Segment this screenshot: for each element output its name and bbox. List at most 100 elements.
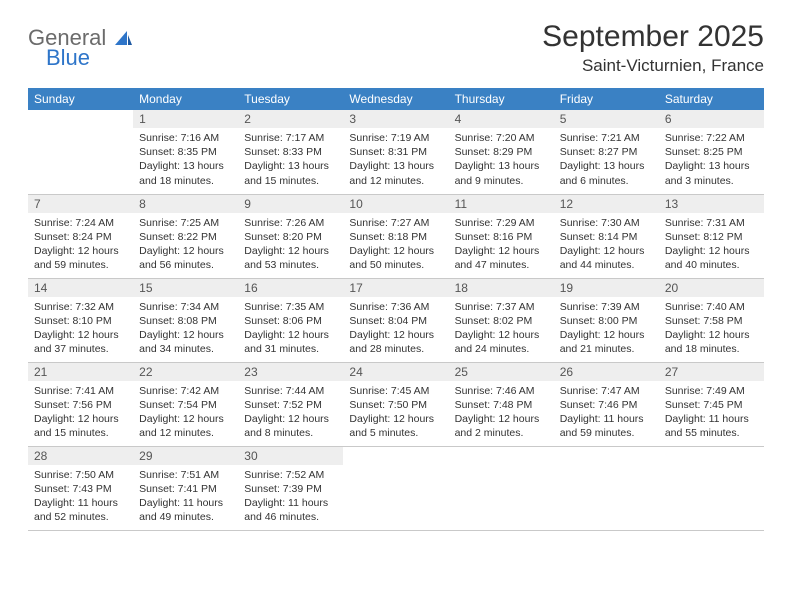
day-number: 6 [659, 110, 764, 128]
day-body: Sunrise: 7:32 AMSunset: 8:10 PMDaylight:… [28, 297, 133, 361]
weekday-row: SundayMondayTuesdayWednesdayThursdayFrid… [28, 88, 764, 110]
day-body: Sunrise: 7:37 AMSunset: 8:02 PMDaylight:… [449, 297, 554, 361]
weekday-header: Wednesday [343, 88, 448, 110]
calendar-cell: 20Sunrise: 7:40 AMSunset: 7:58 PMDayligh… [659, 278, 764, 362]
calendar-cell [659, 446, 764, 530]
day-body: Sunrise: 7:46 AMSunset: 7:48 PMDaylight:… [449, 381, 554, 445]
page-header: General Blue September 2025 Saint-Victur… [28, 20, 764, 76]
sunrise-text: Sunrise: 7:42 AM [139, 384, 232, 398]
sunrise-text: Sunrise: 7:24 AM [34, 216, 127, 230]
daylight-text: Daylight: 11 hours and 49 minutes. [139, 496, 232, 524]
day-number: 18 [449, 279, 554, 297]
day-number: 8 [133, 195, 238, 213]
location: Saint-Victurnien, France [542, 56, 764, 76]
sunset-text: Sunset: 8:08 PM [139, 314, 232, 328]
sunset-text: Sunset: 8:20 PM [244, 230, 337, 244]
sunset-text: Sunset: 8:10 PM [34, 314, 127, 328]
day-number: 13 [659, 195, 764, 213]
day-body: Sunrise: 7:20 AMSunset: 8:29 PMDaylight:… [449, 128, 554, 192]
calendar-cell: 5Sunrise: 7:21 AMSunset: 8:27 PMDaylight… [554, 110, 659, 194]
day-number: 22 [133, 363, 238, 381]
day-number: 10 [343, 195, 448, 213]
calendar-week-row: 7Sunrise: 7:24 AMSunset: 8:24 PMDaylight… [28, 194, 764, 278]
sunrise-text: Sunrise: 7:51 AM [139, 468, 232, 482]
sunrise-text: Sunrise: 7:31 AM [665, 216, 758, 230]
weekday-header: Sunday [28, 88, 133, 110]
calendar-cell: 30Sunrise: 7:52 AMSunset: 7:39 PMDayligh… [238, 446, 343, 530]
sunset-text: Sunset: 8:31 PM [349, 145, 442, 159]
logo-sail-icon [113, 29, 133, 52]
sunset-text: Sunset: 7:39 PM [244, 482, 337, 496]
calendar-cell [28, 110, 133, 194]
day-body: Sunrise: 7:24 AMSunset: 8:24 PMDaylight:… [28, 213, 133, 277]
daylight-text: Daylight: 12 hours and 37 minutes. [34, 328, 127, 356]
day-number: 7 [28, 195, 133, 213]
calendar-week-row: 14Sunrise: 7:32 AMSunset: 8:10 PMDayligh… [28, 278, 764, 362]
day-number: 9 [238, 195, 343, 213]
calendar-cell: 7Sunrise: 7:24 AMSunset: 8:24 PMDaylight… [28, 194, 133, 278]
calendar-cell: 8Sunrise: 7:25 AMSunset: 8:22 PMDaylight… [133, 194, 238, 278]
daylight-text: Daylight: 13 hours and 15 minutes. [244, 159, 337, 187]
sunrise-text: Sunrise: 7:20 AM [455, 131, 548, 145]
calendar-cell: 15Sunrise: 7:34 AMSunset: 8:08 PMDayligh… [133, 278, 238, 362]
sunrise-text: Sunrise: 7:35 AM [244, 300, 337, 314]
sunset-text: Sunset: 8:04 PM [349, 314, 442, 328]
day-body: Sunrise: 7:42 AMSunset: 7:54 PMDaylight:… [133, 381, 238, 445]
daylight-text: Daylight: 11 hours and 46 minutes. [244, 496, 337, 524]
day-number: 29 [133, 447, 238, 465]
daylight-text: Daylight: 12 hours and 2 minutes. [455, 412, 548, 440]
sunset-text: Sunset: 7:46 PM [560, 398, 653, 412]
day-body: Sunrise: 7:16 AMSunset: 8:35 PMDaylight:… [133, 128, 238, 192]
day-body: Sunrise: 7:30 AMSunset: 8:14 PMDaylight:… [554, 213, 659, 277]
day-number: 12 [554, 195, 659, 213]
sunrise-text: Sunrise: 7:50 AM [34, 468, 127, 482]
daylight-text: Daylight: 12 hours and 40 minutes. [665, 244, 758, 272]
sunrise-text: Sunrise: 7:25 AM [139, 216, 232, 230]
daylight-text: Daylight: 12 hours and 47 minutes. [455, 244, 548, 272]
calendar-cell: 2Sunrise: 7:17 AMSunset: 8:33 PMDaylight… [238, 110, 343, 194]
sunrise-text: Sunrise: 7:47 AM [560, 384, 653, 398]
day-number: 20 [659, 279, 764, 297]
sunrise-text: Sunrise: 7:26 AM [244, 216, 337, 230]
day-body: Sunrise: 7:17 AMSunset: 8:33 PMDaylight:… [238, 128, 343, 192]
day-number: 3 [343, 110, 448, 128]
sunset-text: Sunset: 8:12 PM [665, 230, 758, 244]
sunrise-text: Sunrise: 7:40 AM [665, 300, 758, 314]
day-number: 14 [28, 279, 133, 297]
calendar-head: SundayMondayTuesdayWednesdayThursdayFrid… [28, 88, 764, 110]
day-number: 24 [343, 363, 448, 381]
day-number: 28 [28, 447, 133, 465]
sunset-text: Sunset: 7:54 PM [139, 398, 232, 412]
day-number: 11 [449, 195, 554, 213]
sunrise-text: Sunrise: 7:46 AM [455, 384, 548, 398]
sunrise-text: Sunrise: 7:34 AM [139, 300, 232, 314]
sunrise-text: Sunrise: 7:19 AM [349, 131, 442, 145]
sunset-text: Sunset: 8:27 PM [560, 145, 653, 159]
sunrise-text: Sunrise: 7:27 AM [349, 216, 442, 230]
day-number: 23 [238, 363, 343, 381]
sunrise-text: Sunrise: 7:16 AM [139, 131, 232, 145]
calendar-week-row: 1Sunrise: 7:16 AMSunset: 8:35 PMDaylight… [28, 110, 764, 194]
day-body: Sunrise: 7:39 AMSunset: 8:00 PMDaylight:… [554, 297, 659, 361]
day-body: Sunrise: 7:35 AMSunset: 8:06 PMDaylight:… [238, 297, 343, 361]
day-number: 4 [449, 110, 554, 128]
sunrise-text: Sunrise: 7:22 AM [665, 131, 758, 145]
calendar-cell: 18Sunrise: 7:37 AMSunset: 8:02 PMDayligh… [449, 278, 554, 362]
daylight-text: Daylight: 12 hours and 50 minutes. [349, 244, 442, 272]
calendar-cell: 11Sunrise: 7:29 AMSunset: 8:16 PMDayligh… [449, 194, 554, 278]
month-title: September 2025 [542, 20, 764, 54]
sunset-text: Sunset: 8:22 PM [139, 230, 232, 244]
sunrise-text: Sunrise: 7:45 AM [349, 384, 442, 398]
calendar-cell: 3Sunrise: 7:19 AMSunset: 8:31 PMDaylight… [343, 110, 448, 194]
daylight-text: Daylight: 12 hours and 34 minutes. [139, 328, 232, 356]
sunrise-text: Sunrise: 7:37 AM [455, 300, 548, 314]
day-body: Sunrise: 7:52 AMSunset: 7:39 PMDaylight:… [238, 465, 343, 529]
sunset-text: Sunset: 7:50 PM [349, 398, 442, 412]
calendar-cell: 4Sunrise: 7:20 AMSunset: 8:29 PMDaylight… [449, 110, 554, 194]
sunrise-text: Sunrise: 7:21 AM [560, 131, 653, 145]
sunset-text: Sunset: 8:02 PM [455, 314, 548, 328]
sunrise-text: Sunrise: 7:41 AM [34, 384, 127, 398]
day-number: 26 [554, 363, 659, 381]
sunset-text: Sunset: 8:29 PM [455, 145, 548, 159]
calendar-cell: 1Sunrise: 7:16 AMSunset: 8:35 PMDaylight… [133, 110, 238, 194]
